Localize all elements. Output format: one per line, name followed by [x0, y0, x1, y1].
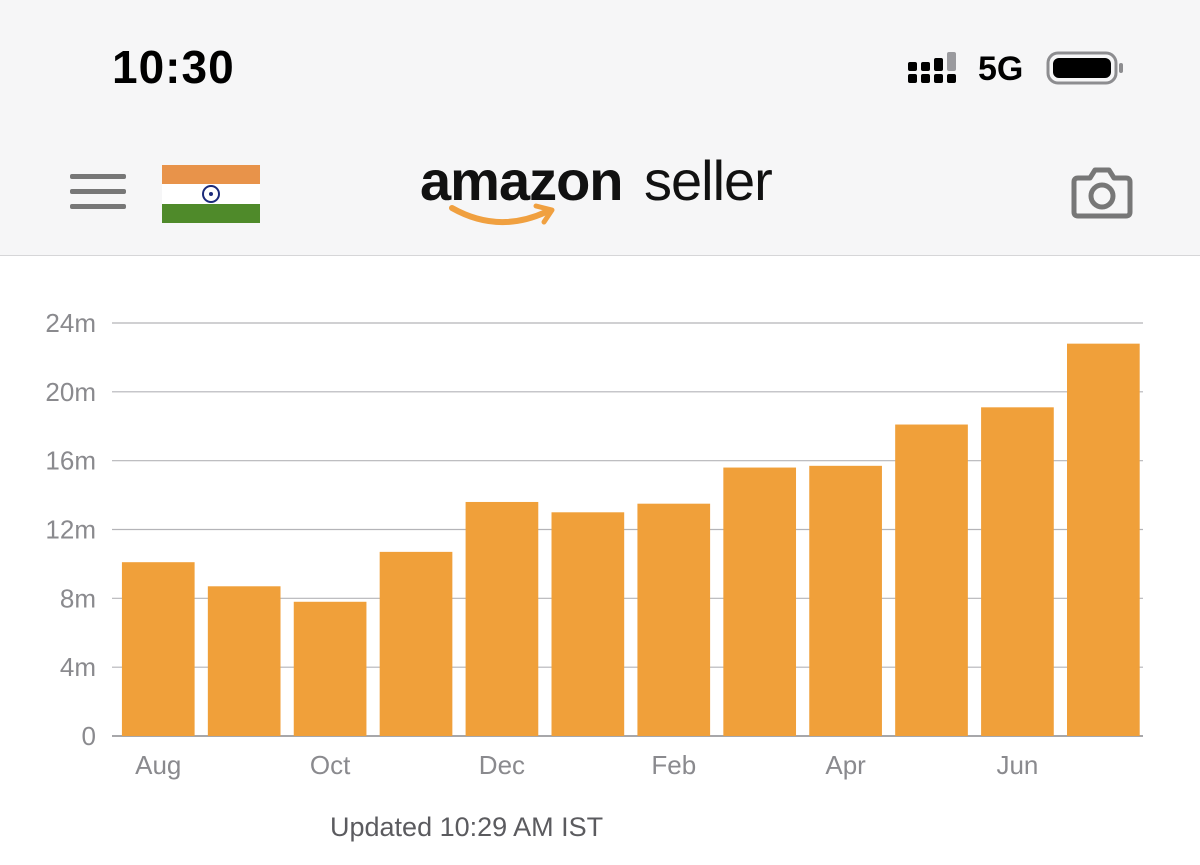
x-tick-label: Aug [135, 750, 181, 780]
y-tick-label: 4m [60, 652, 96, 682]
sales-bar-chart: 0 4m 8m 12m 16m 20m 24m Aug Oct Dec Feb Apr Jun [45, 308, 1143, 780]
bar [637, 503, 711, 736]
bar [809, 465, 882, 736]
status-bar: 10:30 5G [0, 0, 1200, 120]
network-type: 5G [978, 50, 1024, 88]
x-tick-label: Oct [310, 750, 351, 780]
x-tick-label: Apr [825, 750, 866, 780]
bar [465, 501, 539, 736]
bar [293, 601, 367, 736]
camera-icon[interactable] [1070, 166, 1134, 220]
bar [121, 562, 195, 736]
y-tick-label: 16m [45, 446, 96, 476]
hamburger-menu-icon [70, 174, 126, 209]
signal-strength-icon [908, 52, 956, 83]
battery-icon [1046, 51, 1123, 85]
bar [981, 407, 1054, 736]
menu-button[interactable] [66, 170, 130, 214]
y-tick-label: 20m [45, 377, 96, 407]
logo-seller-text: seller [644, 149, 773, 212]
bar [207, 586, 281, 736]
amazon-smile-icon [449, 203, 555, 226]
bar [895, 424, 968, 736]
x-tick-label: Feb [651, 750, 696, 780]
india-flag-icon[interactable] [162, 165, 260, 223]
x-tick-label: Jun [996, 750, 1038, 780]
app-header: amazon seller [0, 120, 1200, 256]
status-time: 10:30 [112, 41, 235, 93]
bar [551, 512, 625, 736]
logo-amazon-text: amazon [420, 149, 623, 212]
y-tick-label: 12m [45, 515, 96, 545]
amazon-seller-logo: amazon seller [420, 148, 800, 238]
y-tick-label: 0 [82, 721, 96, 751]
bar [1067, 343, 1140, 736]
updated-timestamp: Updated 10:29 AM IST [330, 812, 604, 842]
y-tick-label: 24m [45, 308, 96, 338]
bar [723, 467, 797, 736]
x-tick-label: Dec [479, 750, 525, 780]
y-tick-label: 8m [60, 583, 96, 613]
bar [379, 551, 453, 736]
